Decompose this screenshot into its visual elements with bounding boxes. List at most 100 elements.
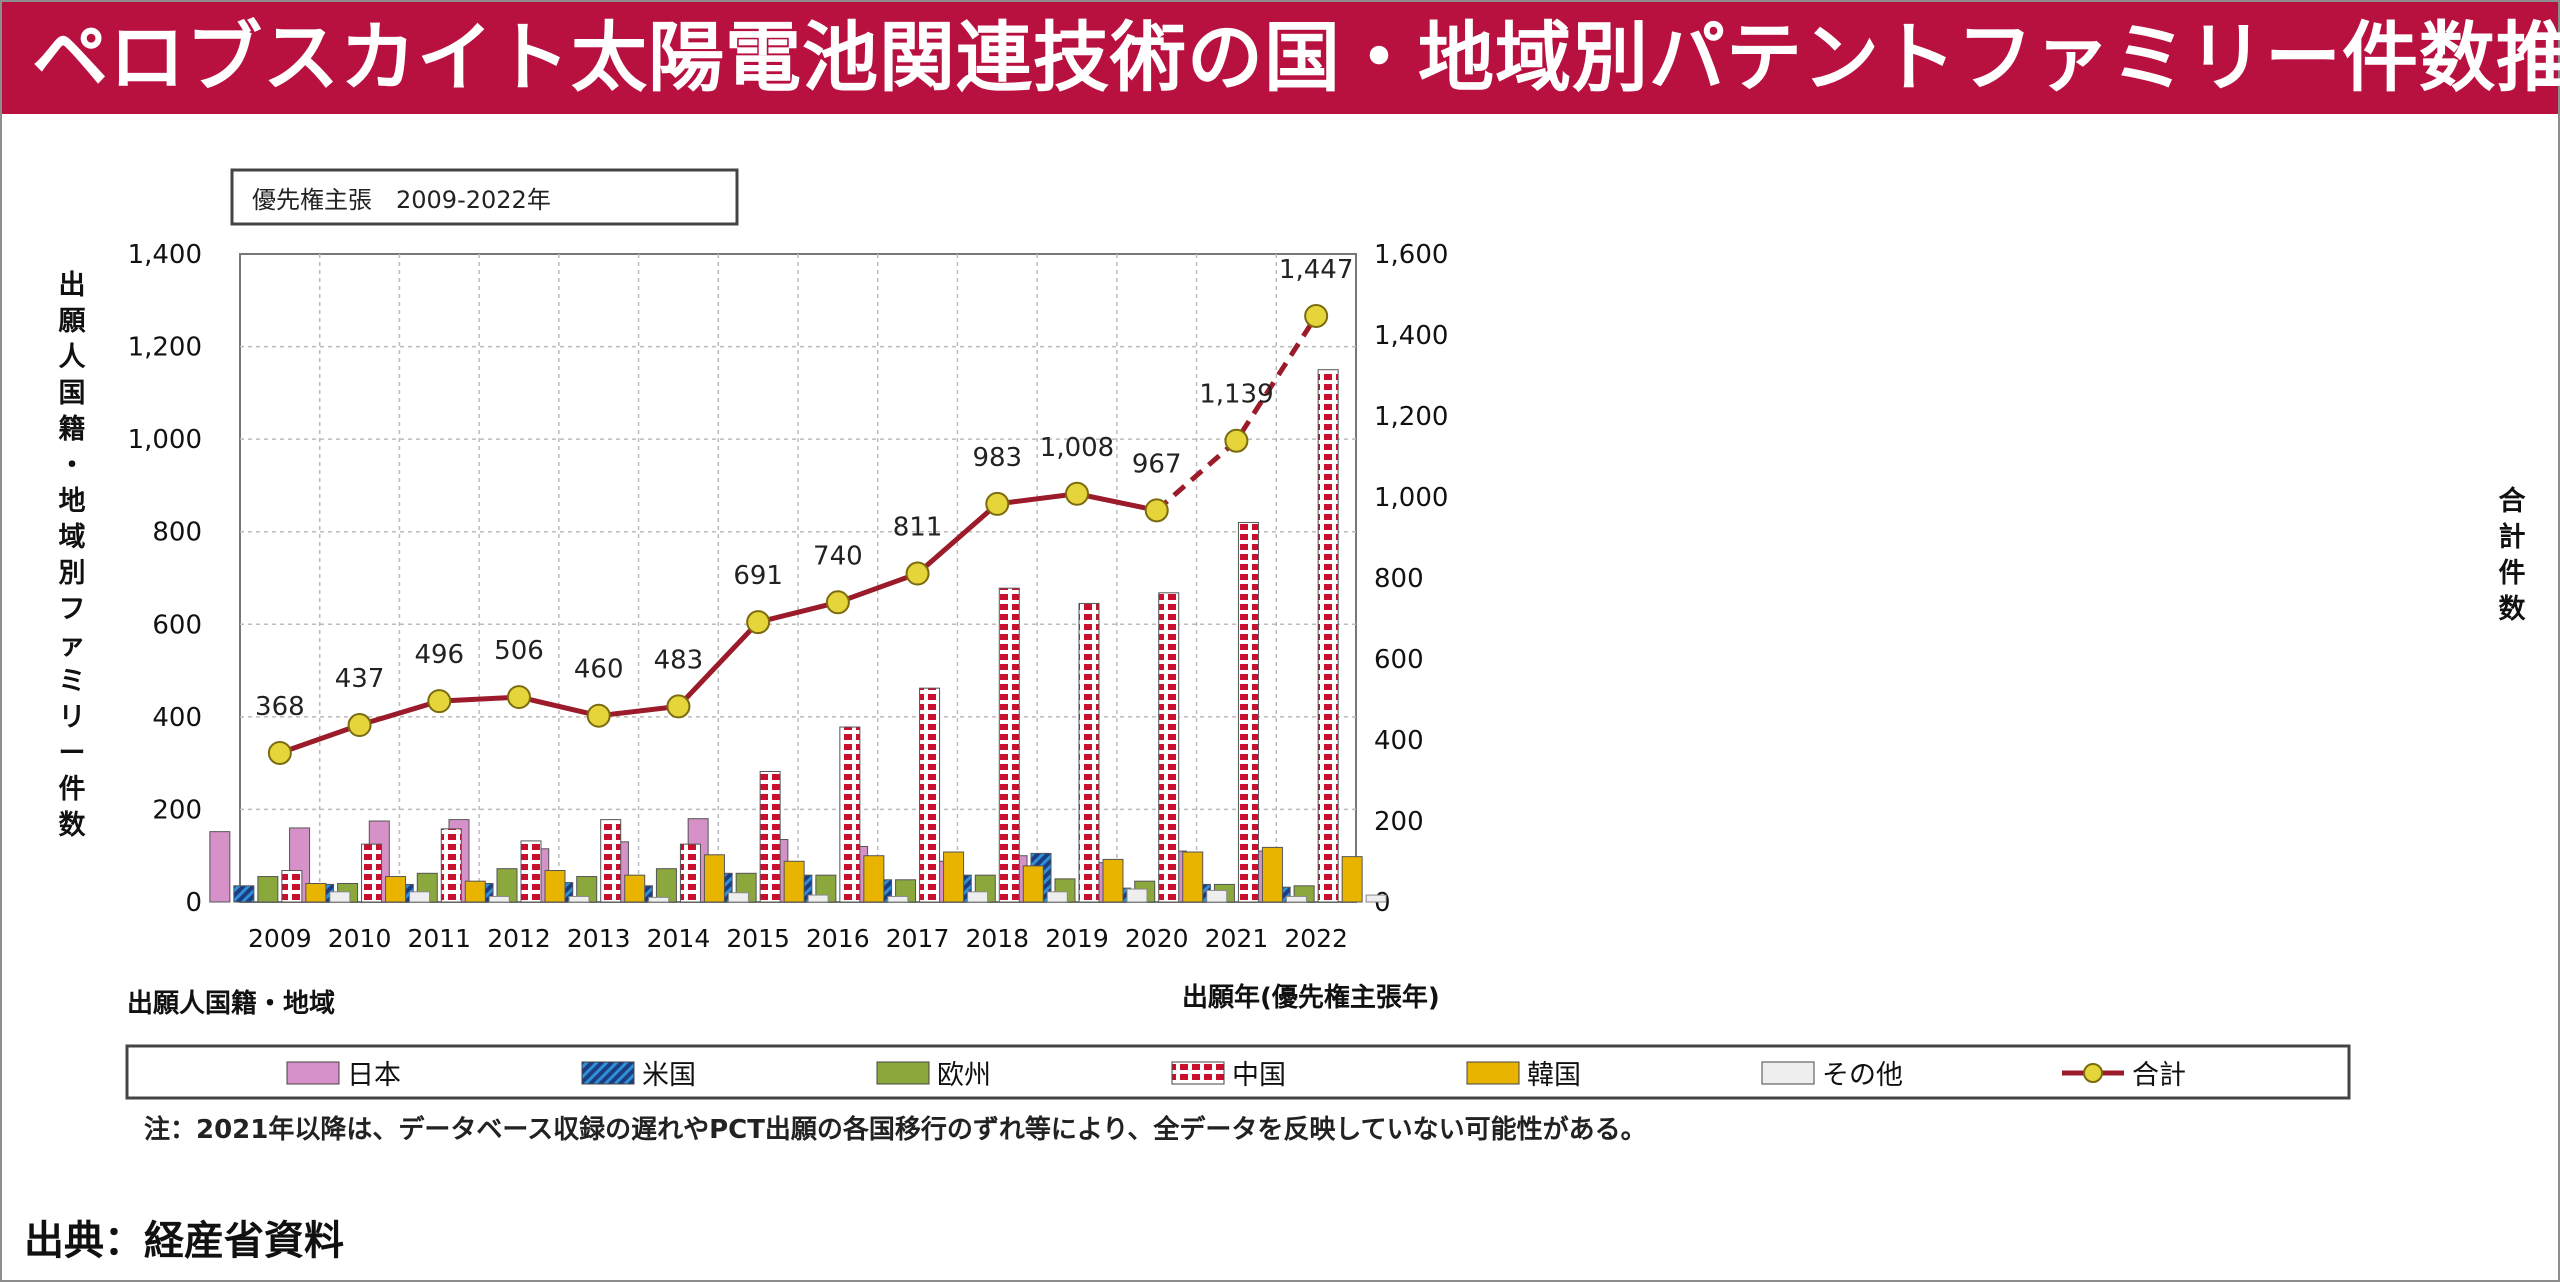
bar-その他 [887,895,909,903]
total-point [746,610,771,635]
left-tick-label: 1,000 [128,425,202,455]
bar-中国 [600,819,622,903]
bar-日本 [209,831,231,903]
axis-label-char: 件 [2499,558,2526,589]
right-tick-label: 1,200 [1374,402,1448,432]
x-tick-label: 2016 [806,924,870,953]
total-point [427,689,452,714]
chart: 優先権主張 2009-2022年 0 200 400 600 800 1,000 1,200… [59,168,2527,1145]
right-tick-label: 0 [1374,888,1391,918]
bar-中国 [919,687,941,903]
legend-label: 韓国 [1527,1060,1581,1091]
total-labels: 368 437 496 506 460 483 691 740 811 983 1,008 967 1,… [255,255,1353,722]
axis-label-char: 出 [59,270,86,301]
legend-label: その他 [1822,1060,1903,1091]
total-point [267,740,292,765]
x-tick-label: 2011 [407,924,471,953]
page-title: ペロブスカイト太陽電池関連技術の国・地域別パテントファミリー件数推移 [32,13,2560,102]
left-tick-label: 1,400 [128,240,202,270]
bar-韓国 [783,860,805,903]
left-tick-label: 600 [152,610,202,640]
axis-label-char: ・ [59,450,86,481]
total-data-label: 1,008 [1040,433,1114,463]
axis-label-char: 計 [2499,521,2526,553]
right-tick-label: 400 [1374,726,1424,756]
total-line [267,303,1329,765]
axis-label-char: 件 [59,774,86,805]
total-data-label: 983 [972,443,1022,473]
right-tick-label: 1,600 [1374,240,1448,270]
bar-その他 [727,892,749,903]
bar-中国 [759,770,781,903]
total-line-solid [279,491,1158,756]
right-tick-label: 1,400 [1374,321,1448,351]
legend: 日本 米国 欧州 中国 韓国 その他 合計 [286,1060,2186,1091]
bar-その他 [648,896,670,903]
total-data-label: 1,447 [1279,255,1353,285]
bar-中国 [1237,521,1259,903]
bar-中国 [679,843,701,903]
bar-中国 [1158,592,1180,903]
bar-中国 [998,587,1020,903]
axis-label-char: 人 [59,342,86,373]
x-tick-label: 2015 [726,924,790,953]
total-point [825,590,850,615]
axis-label-char: ー [59,738,86,769]
period-box [230,168,739,226]
total-data-label: 811 [893,513,943,543]
bar-中国 [440,828,462,903]
legend-label: 欧州 [937,1060,991,1091]
total-point [1065,481,1089,506]
x-tick-label: 2017 [886,924,950,953]
axis-label-char: リ [59,702,86,733]
left-tick-label: 400 [152,703,202,733]
bar-韓国 [1102,858,1124,903]
bar-その他 [1046,891,1068,903]
bar-その他 [1285,895,1307,903]
left-tick-label: 200 [152,795,202,825]
legend-swatch [1761,1061,1815,1085]
legend-label: 合計 [2132,1060,2186,1091]
bar-その他 [409,891,431,903]
legend-swatch [876,1061,930,1085]
x-tick-label: 2019 [1045,924,1109,953]
axis-label-char: 別 [59,558,86,589]
axis-label-char: 願 [59,306,87,337]
legend-swatch [286,1061,340,1085]
legend-total-marker [2083,1063,2103,1083]
axis-label-char: 数 [2499,594,2527,625]
title-bar: ペロブスカイト太陽電池関連技術の国・地域別パテントファミリー件数推移 [2,2,2560,114]
axis-label-char: 地 [59,486,86,517]
bar-その他 [967,891,989,903]
total-data-label: 368 [255,692,305,722]
x-tick-label: 2009 [248,924,312,953]
bar-韓国 [624,874,646,903]
bar-中国 [839,726,861,903]
note: 注：2021年以降は、データベース収録の遅れやPCT出願の各国移行のずれ等により… [144,1114,1647,1145]
axis-label-char: 国 [59,378,86,409]
y-axis-left-label: 出願人国籍・地域別ファミリー件数 [59,270,87,841]
axis-label-char: 域 [59,522,86,553]
bar-その他 [807,894,829,903]
x-tick-label: 2022 [1284,924,1348,953]
axis-label-char: 数 [59,810,87,841]
right-tick-label: 200 [1374,807,1424,837]
x-tick-label: 2020 [1125,924,1189,953]
legend-swatch [1466,1061,1520,1085]
total-data-label: 460 [574,655,624,685]
bar-中国 [1078,602,1100,903]
bar-その他 [1126,888,1148,903]
legend-label: 中国 [1232,1060,1286,1091]
bar-韓国 [863,855,885,903]
bar-韓国 [1022,865,1044,903]
x-axis-ticks: 2009 2010 2011 2012 2013 2014 2015 2016 2017 2018… [248,924,1348,953]
bars [209,369,1387,903]
left-tick-label: 1,200 [128,333,202,363]
bar-その他 [1206,889,1228,903]
total-point [905,561,930,586]
total-data-label: 506 [494,636,544,666]
bar-欧州 [257,876,279,903]
bar-韓国 [305,882,327,903]
bar-その他 [1365,894,1387,903]
total-data-label: 1,139 [1199,380,1273,410]
